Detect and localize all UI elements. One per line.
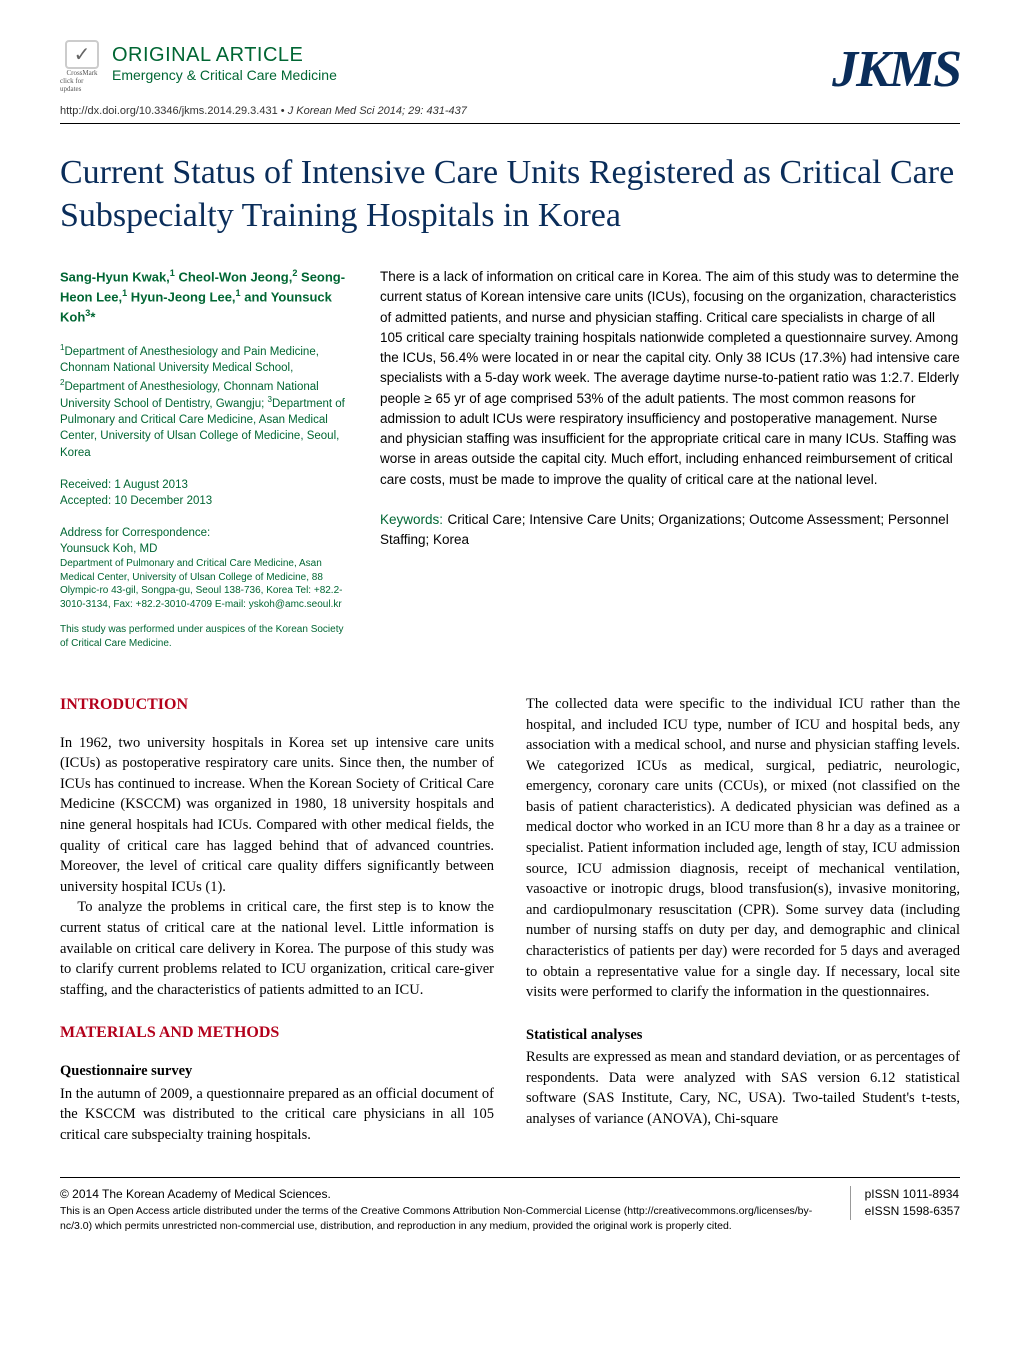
crossmark-badge[interactable]: ✓ CrossMark click for updates (60, 40, 104, 84)
copyright-text: © 2014 The Korean Academy of Medical Sci… (60, 1186, 830, 1202)
body-column-left: INTRODUCTION In 1962, two university hos… (60, 694, 494, 1145)
methods-heading: MATERIALS AND METHODS (60, 1022, 494, 1045)
header-left: ✓ CrossMark click for updates ORIGINAL A… (60, 40, 337, 84)
doi-link[interactable]: http://dx.doi.org/10.3346/jkms.2014.29.3… (60, 105, 278, 117)
header-row: ✓ CrossMark click for updates ORIGINAL A… (60, 40, 960, 99)
crossmark-label: CrossMark (66, 69, 97, 77)
introduction-heading: INTRODUCTION (60, 694, 494, 717)
intro-paragraph-2: To analyze the problems in critical care… (60, 897, 494, 1000)
crossmark-sublabel: click for updates (60, 77, 104, 93)
questionnaire-subheading: Questionnaire survey (60, 1061, 494, 1082)
correspondence-body: Department of Pulmonary and Critical Car… (60, 557, 350, 611)
meta-column: Sang-Hyun Kwak,1 Cheol-Won Jeong,2 Seong… (60, 267, 350, 650)
body-columns: INTRODUCTION In 1962, two university hos… (60, 694, 960, 1145)
intro-paragraph-1: In 1962, two university hospitals in Kor… (60, 733, 494, 898)
accepted-date: Accepted: 10 December 2013 (60, 493, 350, 509)
footer-left: © 2014 The Korean Academy of Medical Sci… (60, 1186, 830, 1233)
questionnaire-paragraph: In the autumn of 2009, a questionnaire p… (60, 1084, 494, 1146)
keywords-text: Critical Care; Intensive Care Units; Org… (380, 512, 949, 547)
stats-paragraph: Results are expressed as mean and standa… (526, 1047, 960, 1129)
abstract-text: There is a lack of information on critic… (380, 267, 960, 490)
article-category: Emergency & Critical Care Medicine (112, 67, 337, 83)
correspondence-heading: Address for Correspondence: (60, 525, 350, 541)
journal-logo: JKMS (832, 40, 960, 99)
dates-block: Received: 1 August 2013 Accepted: 10 Dec… (60, 477, 350, 509)
citation-line: http://dx.doi.org/10.3346/jkms.2014.29.3… (60, 105, 960, 124)
footer-right: pISSN 1011-8934 eISSN 1598-6357 (850, 1186, 960, 1220)
license-text: This is an Open Access article distribut… (60, 1204, 830, 1232)
pissn: pISSN 1011-8934 (865, 1186, 960, 1203)
page-footer: © 2014 The Korean Academy of Medical Sci… (60, 1177, 960, 1233)
abstract-column: There is a lack of information on critic… (380, 267, 960, 650)
correspondence-name: Younsuck Koh, MD (60, 541, 350, 557)
body-column-right: The collected data were specific to the … (526, 694, 960, 1145)
correspondence-block: Address for Correspondence: Younsuck Koh… (60, 525, 350, 611)
keywords-label: Keywords: (380, 512, 443, 527)
article-type-block: ORIGINAL ARTICLE Emergency & Critical Ca… (112, 40, 337, 83)
methods-paragraph-2: The collected data were specific to the … (526, 694, 960, 1003)
article-title: Current Status of Intensive Care Units R… (60, 152, 960, 237)
citation-text: J Korean Med Sci 2014; 29: 431-437 (288, 105, 467, 117)
author-list: Sang-Hyun Kwak,1 Cheol-Won Jeong,2 Seong… (60, 267, 350, 326)
stats-subheading: Statistical analyses (526, 1025, 960, 1046)
affiliation-list: 1Department of Anesthesiology and Pain M… (60, 342, 350, 460)
study-note: This study was performed under auspices … (60, 623, 350, 650)
meta-abstract-row: Sang-Hyun Kwak,1 Cheol-Won Jeong,2 Seong… (60, 267, 960, 650)
article-type: ORIGINAL ARTICLE (112, 44, 337, 67)
keywords-block: Keywords: Critical Care; Intensive Care … (380, 510, 960, 551)
eissn: eISSN 1598-6357 (865, 1203, 960, 1220)
received-date: Received: 1 August 2013 (60, 477, 350, 493)
crossmark-icon: ✓ (65, 40, 99, 69)
